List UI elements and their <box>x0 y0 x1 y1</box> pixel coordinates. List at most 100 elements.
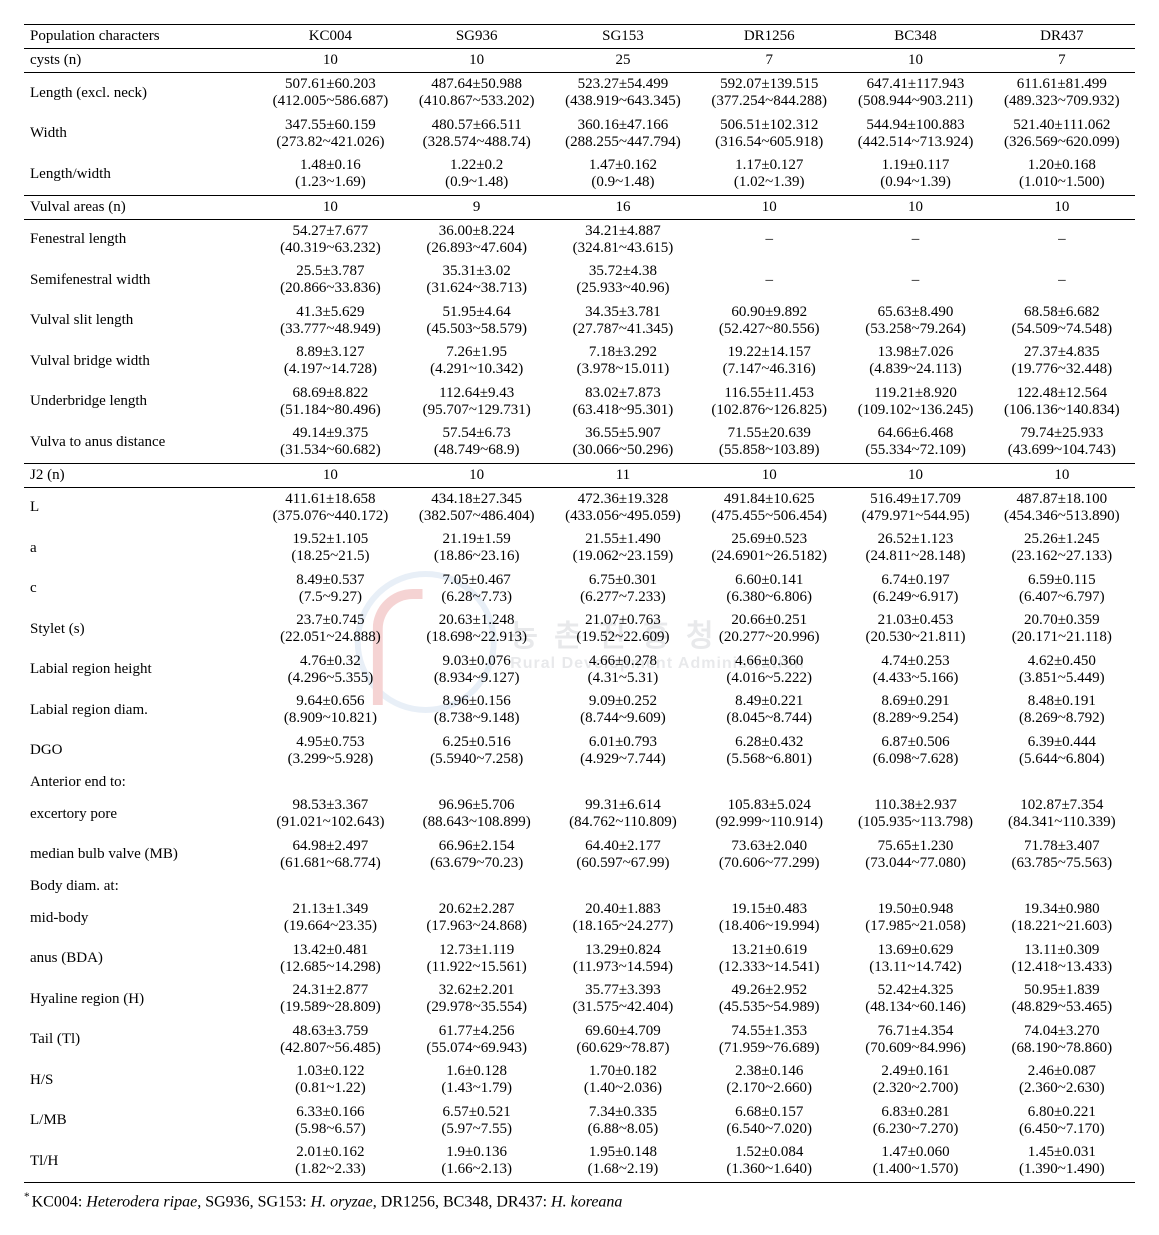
cell-range: (33.777~48.949) <box>261 321 399 338</box>
cell-range: (410.867~533.202) <box>408 93 546 110</box>
cell-mean: 4.62±0.450 <box>993 653 1131 670</box>
data-cell <box>550 771 696 794</box>
section-count: 10 <box>404 463 550 487</box>
data-cell: 6.75±0.301(6.277~7.233) <box>550 569 696 610</box>
table-row: Labial region diam.9.64±0.656(8.909~10.8… <box>24 690 1135 731</box>
cell-range: (1.23~1.69) <box>261 174 399 191</box>
data-cell: 6.80±0.221(6.450~7.170) <box>989 1101 1135 1142</box>
cell-mean: 57.54±6.73 <box>408 425 546 442</box>
cell-mean: 35.72±4.38 <box>554 263 692 280</box>
row-label: a <box>24 528 257 569</box>
section-header-row: cysts (n)1010257107 <box>24 49 1135 73</box>
cell-range: (5.97~7.55) <box>408 1121 546 1138</box>
cell-range: (6.28~7.73) <box>408 589 546 606</box>
cell-range: (5.5940~7.258) <box>408 751 546 768</box>
cell-mean: 6.59±0.115 <box>993 572 1131 589</box>
cell-range: (84.762~110.809) <box>554 814 692 831</box>
cell-range: (7.5~9.27) <box>261 589 399 606</box>
data-cell: 13.21±0.619(12.333~14.541) <box>696 939 842 980</box>
cell-mean: – <box>846 231 984 248</box>
cell-range: (288.255~447.794) <box>554 134 692 151</box>
cell-mean: 122.48±12.564 <box>993 385 1131 402</box>
cell-range: (24.6901~26.5182) <box>700 548 838 565</box>
cell-mean: 105.83±5.024 <box>700 797 838 814</box>
cell-range: (8.934~9.127) <box>408 670 546 687</box>
data-cell: 2.38±0.146(2.170~2.660) <box>696 1060 842 1101</box>
cell-range: (8.289~9.254) <box>846 710 984 727</box>
cell-range: (6.407~6.797) <box>993 589 1131 606</box>
cell-mean: 20.40±1.883 <box>554 901 692 918</box>
data-cell: 8.96±0.156(8.738~9.148) <box>404 690 550 731</box>
data-cell: 21.13±1.349(19.664~23.35) <box>257 898 403 939</box>
row-label: H/S <box>24 1060 257 1101</box>
column-header: SG936 <box>404 25 550 49</box>
cell-range: (31.575~42.404) <box>554 999 692 1016</box>
data-cell: 20.63±1.248(18.698~22.913) <box>404 609 550 650</box>
data-cell: 98.53±3.367(91.021~102.643) <box>257 794 403 835</box>
cell-mean: 8.89±3.127 <box>261 344 399 361</box>
cell-mean: 23.7±0.745 <box>261 612 399 629</box>
data-cell: 6.68±0.157(6.540~7.020) <box>696 1101 842 1142</box>
cell-mean: 79.74±25.933 <box>993 425 1131 442</box>
column-header: BC348 <box>842 25 988 49</box>
cell-range: (5.98~6.57) <box>261 1121 399 1138</box>
footnote-text: KC004: <box>32 1193 87 1210</box>
cell-mean: – <box>700 272 838 289</box>
data-cell: 49.14±9.375(31.534~60.682) <box>257 422 403 463</box>
cell-mean: 110.38±2.937 <box>846 797 984 814</box>
cell-mean: 99.31±6.614 <box>554 797 692 814</box>
cell-mean: 19.15±0.483 <box>700 901 838 918</box>
cell-range: (18.698~22.913) <box>408 629 546 646</box>
cell-mean: 4.95±0.753 <box>261 734 399 751</box>
data-cell: 122.48±12.564(106.136~140.834) <box>989 382 1135 423</box>
cell-mean: 35.77±3.393 <box>554 982 692 999</box>
row-label: Hyaline region (H) <box>24 979 257 1020</box>
cell-range: (0.81~1.22) <box>261 1080 399 1097</box>
cell-range: (19.589~28.809) <box>261 999 399 1016</box>
section-count: 10 <box>257 49 403 73</box>
data-cell: 64.98±2.497(61.681~68.774) <box>257 835 403 876</box>
row-label: anus (BDA) <box>24 939 257 980</box>
data-cell: 4.76±0.32(4.296~5.355) <box>257 650 403 691</box>
data-cell: 64.66±6.468(55.334~72.109) <box>842 422 988 463</box>
cell-mean: 1.47±0.162 <box>554 157 692 174</box>
data-cell: 36.55±5.907(30.066~50.296) <box>550 422 696 463</box>
data-cell: 4.66±0.360(4.016~5.222) <box>696 650 842 691</box>
cell-mean: 83.02±7.873 <box>554 385 692 402</box>
cell-mean: 119.21±8.920 <box>846 385 984 402</box>
data-cell: 6.25±0.516(5.5940~7.258) <box>404 731 550 772</box>
section-label: J2 (n) <box>24 463 257 487</box>
cell-mean: 8.49±0.537 <box>261 572 399 589</box>
data-cell: 119.21±8.920(109.102~136.245) <box>842 382 988 423</box>
footnote-text: , SG936, SG153: <box>197 1193 310 1210</box>
row-label: Body diam. at: <box>24 875 257 898</box>
data-cell: 35.72±4.38(25.933~40.96) <box>550 260 696 301</box>
cell-range: (73.044~77.080) <box>846 855 984 872</box>
data-cell: 6.57±0.521(5.97~7.55) <box>404 1101 550 1142</box>
table-row: L/MB6.33±0.166(5.98~6.57)6.57±0.521(5.97… <box>24 1101 1135 1142</box>
cell-mean: 27.37±4.835 <box>993 344 1131 361</box>
data-cell: 48.63±3.759(42.807~56.485) <box>257 1020 403 1061</box>
cell-range: (95.707~129.731) <box>408 402 546 419</box>
cell-mean: 480.57±66.511 <box>408 117 546 134</box>
data-cell: 1.03±0.122(0.81~1.22) <box>257 1060 403 1101</box>
cell-mean: 34.21±4.887 <box>554 223 692 240</box>
cell-range: (63.679~70.23) <box>408 855 546 872</box>
cell-range: (11.922~15.561) <box>408 959 546 976</box>
cell-mean: 1.48±0.16 <box>261 157 399 174</box>
cell-range: (2.320~2.700) <box>846 1080 984 1097</box>
data-cell: 71.78±3.407(63.785~75.563) <box>989 835 1135 876</box>
cell-range: (328.574~488.74) <box>408 134 546 151</box>
section-count: 10 <box>257 463 403 487</box>
data-cell: 6.01±0.793(4.929~7.744) <box>550 731 696 772</box>
data-cell: 507.61±60.203(412.005~586.687) <box>257 73 403 114</box>
cell-mean: 9.09±0.252 <box>554 693 692 710</box>
table-row: Vulval bridge width8.89±3.127(4.197~14.7… <box>24 341 1135 382</box>
data-cell: 13.98±7.026(4.839~24.113) <box>842 341 988 382</box>
table-row: DGO4.95±0.753(3.299~5.928)6.25±0.516(5.5… <box>24 731 1135 772</box>
data-cell: 20.70±0.359(20.171~21.118) <box>989 609 1135 650</box>
cell-mean: 51.95±4.64 <box>408 304 546 321</box>
data-cell: 25.26±1.245(23.162~27.133) <box>989 528 1135 569</box>
row-label: Labial region diam. <box>24 690 257 731</box>
cell-range: (1.68~2.19) <box>554 1161 692 1178</box>
